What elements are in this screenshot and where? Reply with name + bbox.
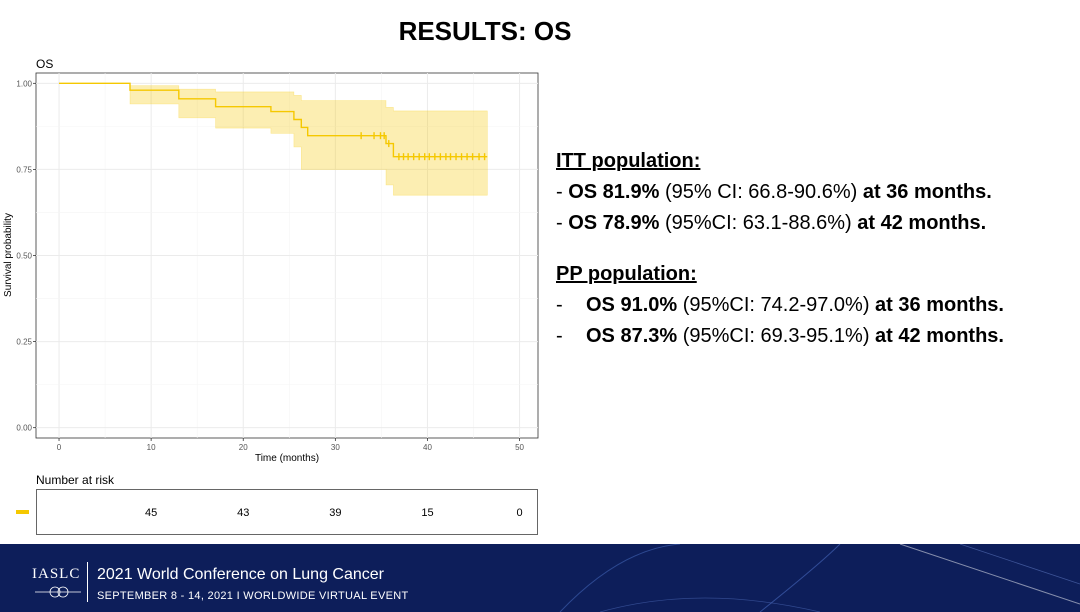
risk-count-3: 15 — [421, 507, 434, 519]
pp-line-2-time: at 42 months. — [875, 325, 1004, 347]
risk-count-4: 0 — [516, 507, 523, 519]
km-chart: 0 10 20 30 40 50 0.00 0.25 0.50 0.75 1.00 Time (m… — [3, 72, 539, 464]
slide-title: RESULTS: OS — [398, 16, 572, 46]
pp-line-1-ci: (95%CI: 74.2-97.0%) — [677, 294, 876, 316]
pp-line-1-prefix: - — [556, 294, 563, 316]
x-tick-label-0: 0 — [57, 443, 62, 452]
conference-name: 2021 World Conference on Lung Cancer — [97, 566, 384, 583]
grid-lines — [36, 73, 538, 438]
itt-line-2-prefix: - — [556, 212, 569, 234]
itt-line-2-value: OS 78.9% — [568, 212, 660, 234]
y-tick-label-0: 0.00 — [16, 424, 32, 433]
x-axis-label: Time (months) — [255, 453, 319, 464]
conference-footer: IASLC 2021 World Conference on Lung Canc… — [0, 544, 1080, 612]
risk-count-0: 45 — [145, 507, 158, 519]
itt-line-2: - OS 78.9% (95%CI: 63.1-88.6%) at 42 mon… — [556, 208, 1004, 239]
x-tick-label-5: 50 — [515, 443, 524, 452]
itt-line-1-prefix: - — [556, 181, 569, 203]
risk-count-2: 39 — [329, 507, 342, 519]
itt-line-2-time: at 42 months. — [857, 212, 987, 234]
conference-dates: SEPTEMBER 8 - 14, 2021 I WORLDWIDE VIRTU… — [97, 590, 409, 602]
risk-legend-swatch — [16, 510, 29, 514]
ci-band — [59, 83, 488, 196]
y-tick-label-2: 0.50 — [16, 252, 32, 261]
footer-decoration — [559, 544, 1080, 612]
pp-line-1-value: OS 91.0% — [586, 294, 678, 316]
censor-marks — [360, 132, 486, 161]
x-tick-label-2: 20 — [239, 443, 248, 452]
y-tick-label-1: 0.25 — [16, 338, 32, 347]
x-tick-label-4: 40 — [423, 443, 432, 452]
pp-line-1-time: at 36 months. — [875, 294, 1004, 316]
footer-divider — [87, 562, 88, 602]
itt-heading: ITT population: — [556, 150, 701, 172]
x-ticks: 0 10 20 30 40 50 — [57, 438, 525, 452]
x-tick-label-3: 30 — [331, 443, 340, 452]
itt-line-1-value: OS 81.9% — [568, 181, 660, 203]
pp-line-2-value: OS 87.3% — [586, 325, 678, 347]
pp-line-2-prefix: - — [556, 325, 563, 347]
y-ticks: 0.00 0.25 0.50 0.75 1.00 — [16, 79, 36, 433]
pp-line-2-ci: (95%CI: 69.3-95.1%) — [677, 325, 876, 347]
x-tick-label-1: 10 — [147, 443, 156, 452]
risk-table-title: Number at risk — [36, 473, 115, 487]
pp-heading: PP population: — [556, 263, 697, 285]
itt-line-1: - OS 81.9% (95% CI: 66.8-90.6%) at 36 mo… — [556, 177, 1004, 208]
itt-line-2-ci: (95%CI: 63.1-88.6%) — [659, 212, 858, 234]
pp-line-1: - OS 91.0% (95%CI: 74.2-97.0%) at 36 mont… — [556, 290, 1004, 321]
pp-line-2: - OS 87.3% (95%CI: 69.3-95.1%) at 42 mont… — [556, 321, 1004, 352]
lung-logo-icon — [35, 586, 81, 598]
results-panel: ITT population: - OS 81.9% (95% CI: 66.8… — [556, 146, 1004, 352]
y-tick-label-3: 0.75 — [16, 165, 32, 174]
itt-line-1-ci: (95% CI: 66.8-90.6%) — [659, 181, 863, 203]
y-axis-label: Survival probability — [3, 213, 14, 297]
y-tick-label-4: 1.00 — [16, 79, 32, 88]
iaslc-logo: IASLC — [32, 566, 81, 582]
risk-count-1: 43 — [237, 507, 250, 519]
chart-title: OS — [36, 57, 54, 71]
itt-line-1-time: at 36 months. — [862, 181, 992, 203]
km-curve — [59, 82, 488, 158]
risk-table — [36, 489, 538, 535]
